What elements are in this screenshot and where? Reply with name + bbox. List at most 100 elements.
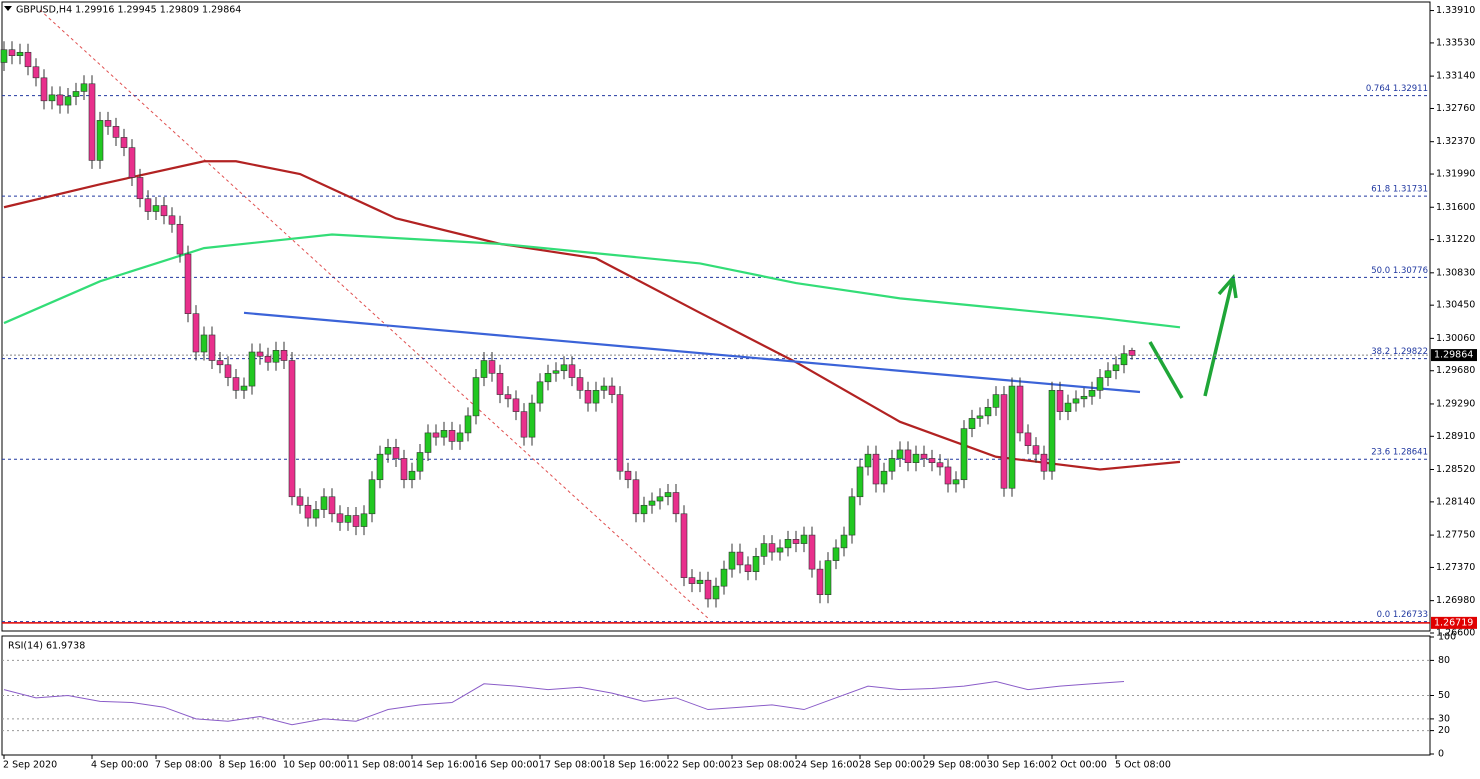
candle-body [896, 449, 904, 459]
candle-body [72, 91, 80, 97]
candle-body [408, 470, 416, 481]
indicator-line [3, 233, 1181, 329]
candle-body [768, 543, 776, 553]
candle-body [600, 385, 608, 391]
x-tick-label: 4 Sep 00:00 [91, 760, 148, 771]
candle-body [416, 452, 424, 472]
x-tick-label: 8 Sep 16:00 [219, 760, 276, 771]
candle-body [680, 513, 688, 578]
candle-body [216, 360, 224, 366]
candle-body [448, 430, 456, 442]
candle-body [1048, 390, 1056, 472]
candle-body [808, 534, 816, 570]
candle-body [40, 77, 48, 102]
y-tick-label: 1.32370 [1436, 136, 1475, 147]
candle-body [488, 360, 496, 374]
candle-body [1072, 398, 1080, 404]
candle-body [320, 496, 328, 510]
candle-body [872, 453, 880, 485]
candle-body [200, 334, 208, 353]
indicator-line [3, 680, 1125, 726]
candle-body [1040, 453, 1048, 472]
candle-body [704, 579, 712, 600]
candle-body [8, 49, 16, 56]
y-tick-label: 1.32760 [1436, 103, 1475, 114]
candle-body [712, 585, 720, 600]
candle-body [560, 364, 568, 372]
rsi-tick-label: 80 [1438, 655, 1450, 666]
candle-body [344, 515, 352, 523]
candle-body [840, 534, 848, 549]
candle-body [608, 385, 616, 395]
candle-body [184, 253, 192, 314]
candle-body [616, 394, 624, 472]
menu-triangle [4, 6, 12, 11]
y-tick-label: 1.26980 [1436, 595, 1475, 606]
candle-body [936, 462, 944, 468]
candle-body [424, 432, 432, 453]
candle-body [536, 381, 544, 404]
candle-body [544, 372, 552, 383]
candle-body [48, 94, 56, 102]
candle-body [792, 539, 800, 544]
y-tick-label: 1.27750 [1436, 530, 1475, 541]
candle-body [776, 547, 784, 553]
candle-body [88, 83, 96, 161]
candle-body [584, 390, 592, 404]
candle-body [624, 470, 632, 481]
candle-body [664, 492, 672, 498]
candle-body [816, 568, 824, 595]
y-tick-label: 1.33530 [1436, 37, 1475, 48]
candle-body [16, 51, 24, 56]
indicator-line [243, 311, 1141, 394]
x-tick-label: 24 Sep 16:00 [795, 760, 858, 771]
fib-label: 0.0 1.26733 [1377, 610, 1428, 620]
candle-body [920, 453, 928, 459]
candle-body [336, 513, 344, 523]
red-price-box [1431, 616, 1477, 629]
candle-body [272, 350, 280, 363]
candle-body [296, 496, 304, 506]
y-tick-label: 1.30830 [1436, 267, 1475, 278]
arrow-head [1217, 274, 1238, 299]
rsi-tick-label: 20 [1438, 725, 1450, 736]
candle-body [224, 364, 232, 378]
fib-label: 61.8 1.31731 [1371, 185, 1428, 195]
rsi-tick-label: 50 [1438, 690, 1450, 701]
candle-body [1008, 385, 1016, 489]
candle-body [888, 458, 896, 472]
candle-body [136, 177, 144, 200]
y-tick-label: 1.26600 [1436, 628, 1475, 639]
y-tick-label: 1.28520 [1436, 464, 1475, 475]
header: GBPUSD,H4 1.29916 1.29945 1.29809 1.2986… [16, 5, 241, 16]
y-tick-label: 1.27370 [1436, 562, 1475, 573]
candle-body [856, 466, 864, 498]
candle-body [256, 351, 264, 357]
x-tick-label: 10 Sep 00:00 [283, 760, 346, 771]
candle-body [128, 147, 136, 178]
candle-body [656, 496, 664, 502]
candle-body [800, 534, 808, 544]
candle-body [696, 579, 704, 584]
candle-body [760, 543, 768, 557]
y-tick-label: 1.30450 [1436, 300, 1475, 311]
y-tick-label: 1.31220 [1436, 234, 1475, 245]
candle-body [264, 355, 272, 363]
fib-label: 23.6 1.28641 [1371, 448, 1428, 458]
candle-body [728, 551, 736, 570]
candle-body [568, 364, 576, 378]
candle-body [392, 447, 400, 459]
candle-body [472, 377, 480, 417]
candle-body [576, 377, 584, 391]
candle-body [824, 560, 832, 595]
candle-body [1128, 350, 1136, 356]
candle-body [984, 407, 992, 417]
candle-body [456, 432, 464, 442]
candle-body [632, 479, 640, 515]
candle-body [144, 198, 152, 212]
candle-body [384, 447, 392, 455]
candle-body [672, 492, 680, 515]
candle-body [120, 137, 128, 148]
candle-body [400, 458, 408, 481]
